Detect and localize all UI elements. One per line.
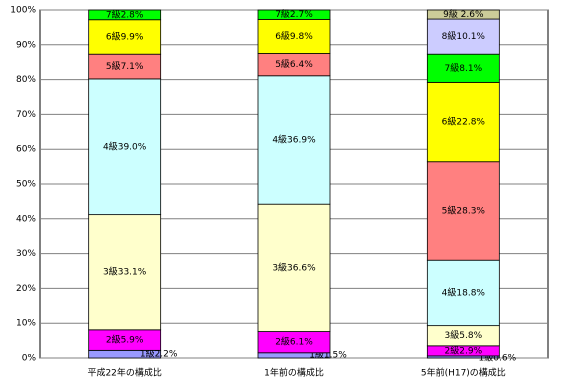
y-tick-label: 0%	[22, 354, 37, 364]
data-label: 5級6.4%	[275, 58, 313, 70]
y-tick-label: 10%	[16, 319, 36, 329]
data-label: 3級36.6%	[272, 261, 316, 273]
x-tick-label: 1年前の構成比	[264, 367, 324, 379]
data-label: 7級2.8%	[106, 8, 144, 20]
bar-segment	[257, 9, 331, 20]
data-label: 3級33.1%	[103, 266, 147, 278]
bar-segment	[257, 203, 331, 332]
data-label: 4級18.8%	[442, 286, 486, 298]
data-label: 7級2.7%	[275, 8, 313, 20]
y-tick-label: 50%	[16, 180, 36, 190]
y-tick-label: 40%	[16, 214, 36, 224]
data-label: 9級 2.6%	[443, 8, 484, 20]
data-label: 8級10.1%	[442, 30, 486, 42]
y-tick-label: 70%	[16, 110, 36, 120]
y-tick-label: 60%	[16, 145, 36, 155]
bar-segment	[426, 9, 500, 20]
bar-segment	[88, 53, 162, 80]
x-tick-label: 5年前(H17)の構成比	[421, 367, 506, 379]
bar-segment	[257, 18, 331, 54]
data-label: 6級9.8%	[275, 30, 313, 42]
data-label: 2級6.1%	[275, 336, 313, 348]
data-label: 5級28.3%	[442, 204, 486, 216]
data-label: 6級22.8%	[442, 116, 486, 128]
data-label: 3級5.8%	[445, 329, 483, 341]
bar-segment	[88, 9, 162, 21]
data-label: 2級2.9%	[445, 344, 483, 356]
y-tick-label: 100%	[10, 6, 36, 16]
y-tick-label: 20%	[16, 284, 36, 294]
bar-segment	[426, 259, 500, 327]
bar-segment	[88, 214, 162, 331]
x-tick-label: 平成22年の構成比	[87, 367, 161, 379]
y-tick-label: 80%	[16, 75, 36, 85]
data-label: 4級36.9%	[272, 133, 316, 145]
bar-segment	[426, 53, 500, 83]
data-label: 7級8.1%	[445, 62, 483, 74]
bar-segment	[426, 161, 500, 261]
data-label: 4級39.0%	[103, 140, 147, 152]
bar-segment	[426, 81, 500, 163]
data-label: 5級7.1%	[106, 60, 144, 72]
data-label: 2級5.9%	[106, 334, 144, 346]
y-tick-label: 90%	[16, 40, 36, 50]
bar-segment	[88, 78, 162, 216]
bar-segment	[426, 18, 500, 55]
bar-segment	[88, 19, 162, 55]
y-tick-label: 30%	[16, 249, 36, 259]
bar-segment	[257, 75, 331, 205]
data-label: 6級9.9%	[106, 30, 144, 42]
